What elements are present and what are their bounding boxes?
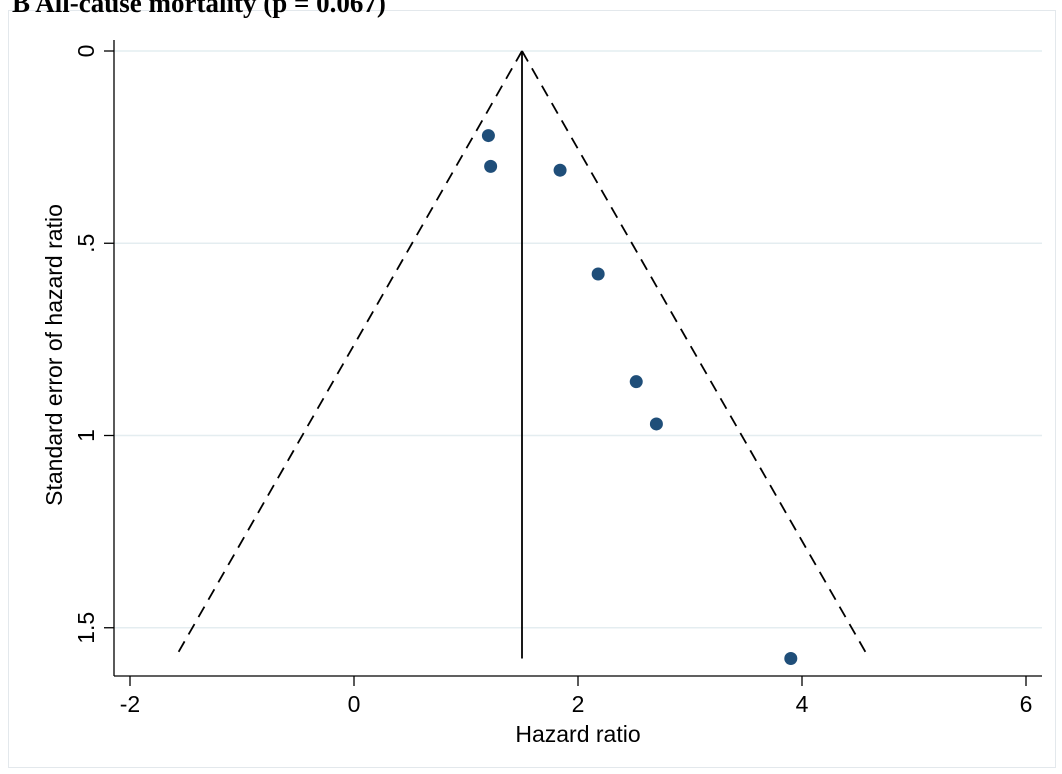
gridlines — [114, 50, 1042, 629]
funnel-lines — [174, 50, 870, 659]
funnel-left-line — [174, 50, 523, 659]
x-tick-label-4: 6 — [1020, 691, 1033, 717]
study-point-3 — [591, 267, 605, 281]
y-tick-label-1: .5 — [73, 234, 99, 253]
study-point-0 — [481, 129, 495, 143]
x-ticks: -2 0 2 4 6 — [120, 676, 1033, 717]
x-tick-label-1: 0 — [348, 691, 361, 717]
study-points — [481, 129, 798, 666]
y-axis-label: Standard error of hazard ratio — [41, 204, 67, 506]
study-point-1 — [484, 159, 498, 173]
study-point-6 — [784, 652, 798, 666]
x-tick-label-3: 4 — [796, 691, 809, 717]
x-axis-label: Hazard ratio — [515, 721, 640, 747]
y-tick-label-0: 0 — [73, 45, 99, 58]
y-ticks: 0 .5 1 1.5 — [73, 45, 114, 644]
study-point-5 — [649, 417, 663, 431]
funnel-right-line — [521, 50, 870, 659]
x-tick-label-2: 2 — [572, 691, 585, 717]
y-tick-label-3: 1.5 — [73, 612, 99, 644]
y-tick-label-2: 1 — [73, 429, 99, 442]
study-point-4 — [629, 375, 643, 389]
graph-region — [8, 10, 1056, 768]
study-point-2 — [553, 163, 567, 177]
x-tick-label-0: -2 — [120, 691, 140, 717]
axes — [113, 40, 1042, 677]
panel-heading: B All-cause mortality (p = 0.067) — [12, 0, 386, 18]
